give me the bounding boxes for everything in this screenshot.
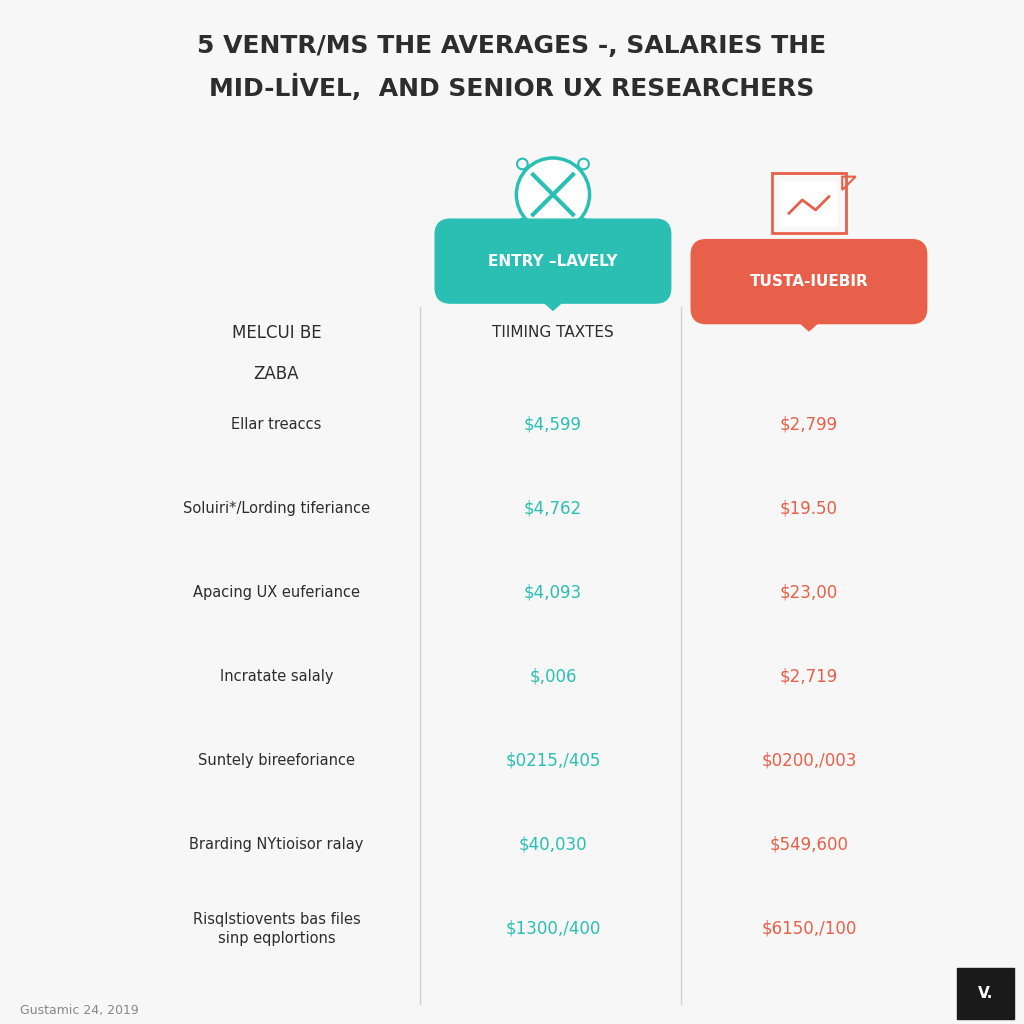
Text: V.: V. bbox=[978, 986, 993, 1000]
Text: $2,799: $2,799 bbox=[780, 416, 838, 434]
Text: Soluiri*/Lording tiferiance: Soluiri*/Lording tiferiance bbox=[183, 502, 370, 516]
Text: Brarding NYtioisor ralay: Brarding NYtioisor ralay bbox=[189, 838, 364, 852]
Text: $1300,/400: $1300,/400 bbox=[505, 920, 601, 938]
Text: Gustamic 24, 2019: Gustamic 24, 2019 bbox=[20, 1005, 139, 1017]
Text: Incratate salaly: Incratate salaly bbox=[220, 670, 333, 684]
Text: MID-LİVEL,  AND SENIOR UX RESEARCHERS: MID-LİVEL, AND SENIOR UX RESEARCHERS bbox=[209, 74, 815, 100]
Text: Suntely bireeforiance: Suntely bireeforiance bbox=[198, 754, 355, 768]
Text: TUSTA-IUЕBIR: TUSTA-IUЕBIR bbox=[750, 274, 868, 289]
FancyBboxPatch shape bbox=[957, 968, 1014, 1019]
Bar bbox=[772, 173, 846, 233]
Text: $0215,/405: $0215,/405 bbox=[505, 752, 601, 770]
Text: $549,600: $549,600 bbox=[769, 836, 849, 854]
Text: ENTRY –LAVELY: ENTRY –LAVELY bbox=[488, 254, 617, 268]
Text: TIIMING TAXTES: TIIMING TAXTES bbox=[493, 326, 613, 340]
Text: Risqlstiovents bas files
sinp eqplortions: Risqlstiovents bas files sinp eqplortion… bbox=[193, 912, 360, 945]
Text: $6150,/100: $6150,/100 bbox=[761, 920, 857, 938]
Polygon shape bbox=[783, 308, 835, 331]
Text: $0200,/003: $0200,/003 bbox=[761, 752, 857, 770]
Text: $4,762: $4,762 bbox=[524, 500, 582, 518]
Text: $,006: $,006 bbox=[529, 668, 577, 686]
Polygon shape bbox=[527, 288, 579, 310]
Text: $4,093: $4,093 bbox=[524, 584, 582, 602]
FancyBboxPatch shape bbox=[691, 240, 927, 324]
Text: $40,030: $40,030 bbox=[518, 836, 588, 854]
Text: Apacing UX euferiance: Apacing UX euferiance bbox=[193, 586, 360, 600]
Circle shape bbox=[518, 160, 588, 229]
Text: $23,00: $23,00 bbox=[780, 584, 838, 602]
Text: ZABA: ZABA bbox=[254, 365, 299, 383]
Text: $2,719: $2,719 bbox=[780, 668, 838, 686]
Text: $19.50: $19.50 bbox=[780, 500, 838, 518]
Bar bbox=[781, 182, 837, 224]
Text: Ellar treaccs: Ellar treaccs bbox=[231, 418, 322, 432]
Text: MELCUI BE: MELCUI BE bbox=[231, 324, 322, 342]
FancyBboxPatch shape bbox=[435, 219, 671, 303]
Text: $4,599: $4,599 bbox=[524, 416, 582, 434]
Text: 5 VENTR/MS THE AVERAGES -, SALARIES THE: 5 VENTR/MS THE AVERAGES -, SALARIES THE bbox=[198, 34, 826, 58]
